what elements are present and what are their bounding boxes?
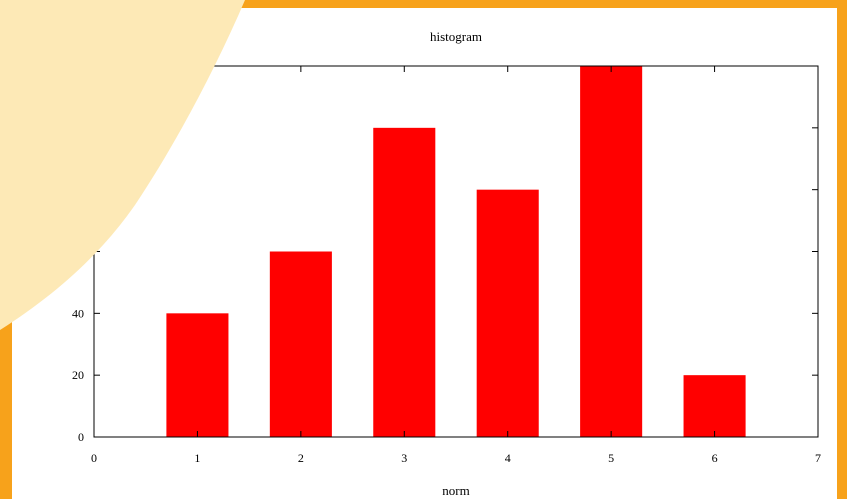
x-tick-labels: 0 1 2 3 4 5 6 7	[91, 451, 821, 465]
x-tick-label-6: 6	[712, 451, 718, 465]
x-tick-label-7: 7	[815, 451, 821, 465]
bar-3	[373, 127, 436, 437]
y-tick-label-20: 20	[72, 368, 84, 382]
bar-6	[683, 375, 746, 437]
chart-frame: histogram 0 1 2 3 4 5 6 7 0 20 40 60 norm	[12, 8, 837, 499]
bar-group	[166, 66, 746, 437]
y-tick-labels: 0 20 40 60	[72, 245, 84, 445]
x-tick-label-5: 5	[608, 451, 614, 465]
histogram-chart: histogram 0 1 2 3 4 5 6 7 0 20 40 60 norm	[72, 29, 821, 498]
bar-2	[269, 251, 332, 437]
bar-4	[476, 189, 539, 437]
x-tick-label-3: 3	[401, 451, 407, 465]
y-tick-label-40: 40	[72, 306, 84, 320]
x-tick-label-4: 4	[505, 451, 511, 465]
x-axis-label: norm	[442, 483, 469, 498]
x-tick-label-2: 2	[298, 451, 304, 465]
y-tick-label-0: 0	[78, 430, 84, 444]
chart-title: histogram	[430, 29, 482, 44]
bar-5	[580, 66, 643, 437]
x-tick-label-1: 1	[194, 451, 200, 465]
bar-1	[166, 313, 229, 437]
x-tick-label-0: 0	[91, 451, 97, 465]
y-tick-label-60: 60	[72, 245, 84, 259]
